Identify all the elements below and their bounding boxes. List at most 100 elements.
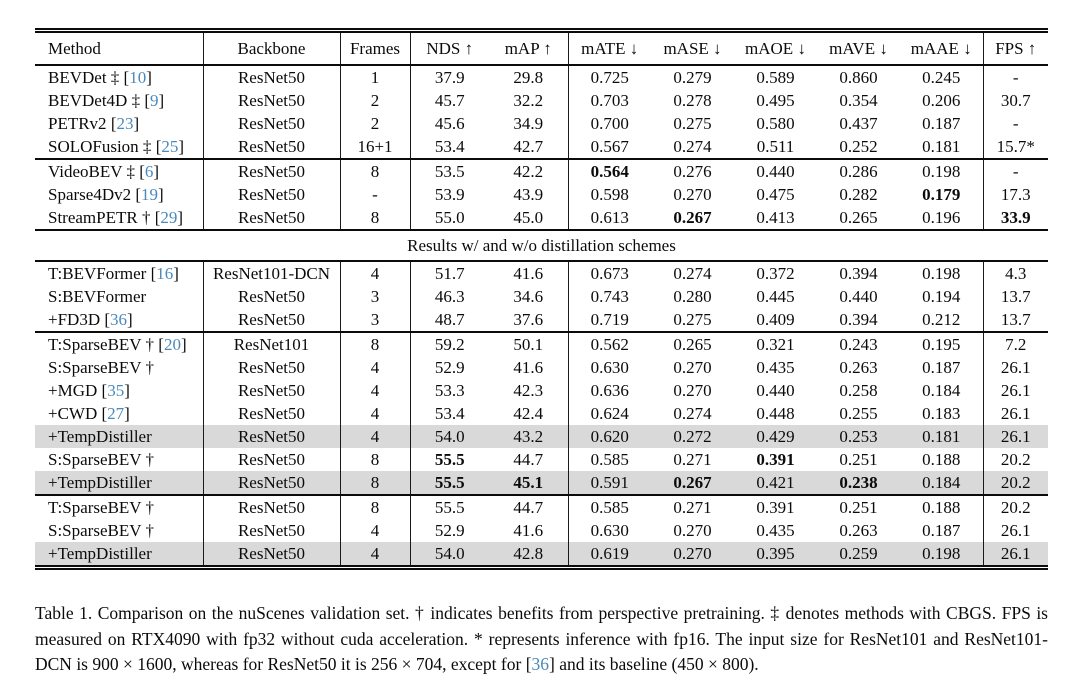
cell-maoe: 0.391 [734, 494, 817, 519]
cell-mate: 0.636 [567, 379, 651, 402]
table-header: Method Backbone Frames NDS ↑ mAP ↑ mATE ↓ mASE… [35, 30, 1048, 66]
cell-mase: 0.272 [651, 425, 734, 448]
cell-mase: 0.276 [651, 158, 734, 183]
caption-text: Table 1. Comparison on the nuScenes vali… [35, 603, 1048, 674]
cell-mase: 0.270 [673, 357, 712, 377]
cell-method: T:BEVFormer [16] [35, 260, 203, 285]
cell-method: BEVDet ‡ [10] [35, 64, 203, 89]
cell-maae: 0.198 [900, 260, 983, 285]
method-name: +TempDistiller [48, 426, 152, 446]
method-name: +CWD [48, 403, 98, 423]
method-name: S:SparseBEV † [48, 357, 154, 377]
cell-nds: 45.7 [409, 89, 489, 112]
citation-link[interactable]: 19 [141, 184, 159, 204]
cell-maae: 0.206 [922, 90, 961, 110]
cell-mave: 0.258 [839, 380, 878, 400]
cell-mave: 0.251 [839, 449, 878, 469]
cell-maoe: 0.475 [756, 184, 795, 204]
cell-map: 42.8 [489, 542, 568, 568]
citation-link[interactable]: 29 [160, 207, 178, 227]
cell-maoe: 0.589 [734, 64, 817, 89]
cell-mate: 0.719 [567, 308, 651, 332]
cell-mave: 0.252 [839, 136, 878, 156]
citation-link[interactable]: 20 [163, 334, 181, 354]
cell-frames: 8 [339, 448, 410, 471]
cell-mase: 0.267 [651, 471, 734, 495]
cell-maoe: 0.395 [734, 542, 817, 568]
cell-map: 42.4 [513, 403, 544, 423]
cell-maae: 0.194 [922, 286, 961, 306]
cell-backbone: ResNet50 [202, 542, 340, 568]
table-row: Sparse4Dv2 [19] ResNet50-53.9 43.9 0.598 0.2… [35, 183, 1048, 206]
citation-link[interactable]: 23 [116, 113, 134, 133]
method-name: +FD3D [48, 309, 101, 329]
cell-mave: 0.265 [839, 207, 878, 227]
table-row: S:BEVFormer ResNet50 3 46.3 34.6 0.743 0.280 0.… [35, 285, 1048, 308]
citation-link[interactable]: 16 [156, 263, 174, 283]
method-name: S:BEVFormer [48, 286, 147, 306]
table-row: T:SparseBEV † [20] ResNet101 8 59.2 50.1 0.56… [35, 331, 1048, 356]
cell-method: +TempDistiller [35, 471, 203, 495]
citation-link[interactable]: 35 [107, 380, 125, 400]
table-caption: Table 1. Comparison on the nuScenes vali… [35, 603, 1048, 674]
cell-mase: 0.278 [673, 90, 712, 110]
cell-mave: 0.394 [839, 309, 878, 329]
citation-link[interactable]: 6 [144, 161, 154, 181]
cell-method: +TempDistiller [35, 425, 203, 448]
method-name: BEVDet ‡ [48, 67, 120, 87]
method-name: S:SparseBEV † [48, 449, 154, 469]
cell-maae: 0.245 [900, 64, 983, 89]
cell-fps: 26.1 [982, 519, 1048, 542]
cell-maae: 0.198 [900, 542, 983, 568]
cell-fps: 26.1 [982, 402, 1048, 425]
cell-frames: 8 [339, 206, 410, 230]
cell-mase: 0.274 [651, 260, 734, 285]
results-table: Method Backbone Frames NDS ↑ mAP ↑ mATE ↓ mASE… [35, 28, 1048, 570]
cell-method: SOLOFusion ‡ [25] [48, 136, 185, 156]
cell-nds: 46.3 [409, 285, 489, 308]
table-row: +TempDistiller ResNet50 4 54.0 43.2 0.620 0.27… [35, 425, 1048, 448]
cell-method: VideoBEV ‡ [6] [35, 158, 203, 183]
citation-link[interactable]: 27 [107, 403, 125, 423]
citation-link[interactable]: 9 [150, 90, 159, 110]
cell-mate: 0.613 [567, 206, 651, 230]
cell-backbone: ResNet50 [202, 158, 340, 183]
cell-map: 41.6 [489, 260, 568, 285]
cell-backbone: ResNet50 [202, 379, 340, 402]
cell-mase: 0.275 [673, 113, 712, 133]
cell-mase: 0.274 [673, 403, 712, 423]
cell-mave: 0.286 [817, 158, 900, 183]
citation-link[interactable]: 36 [110, 309, 128, 329]
cell-mate: 0.725 [567, 64, 651, 89]
cell-maoe: 0.440 [734, 158, 817, 183]
citation-link[interactable]: 25 [161, 136, 179, 156]
citation-link[interactable]: 10 [129, 67, 147, 87]
col-header-maae: mAAE ↓ [900, 30, 983, 66]
col-header-frames: Frames [339, 30, 410, 66]
table-row: VideoBEV ‡ [6] ResNet50 8 53.5 42.2 0.564 0.27… [35, 158, 1048, 183]
cell-maae: 0.196 [922, 207, 961, 227]
cell-mave: 0.238 [817, 471, 900, 495]
cell-frames: - [339, 183, 410, 206]
table-row: +CWD [27] ResNet50 4 53.4 42.4 0.624 0.274 0.44… [35, 402, 1048, 425]
cell-nds: 55.5 [409, 494, 489, 519]
caption-citation-link[interactable]: 36 [531, 654, 550, 674]
cell-method: PETRv2 [23] [48, 113, 140, 133]
cell-maoe: 0.511 [756, 136, 795, 156]
cell-frames: 8 [339, 331, 410, 356]
section-span-row: Results w/ and w/o distillation schemes [35, 229, 1048, 262]
cell-nds: 53.3 [409, 379, 489, 402]
cell-maae: 0.195 [900, 331, 983, 356]
cell-mave: 0.243 [817, 331, 900, 356]
cell-mate: 0.562 [567, 331, 651, 356]
cell-method: S:SparseBEV † [35, 519, 203, 542]
cell-mate: 0.619 [567, 542, 651, 568]
method-name: S:SparseBEV † [48, 520, 154, 540]
cell-method: +FD3D [36] [48, 309, 133, 329]
cell-maae: 0.198 [900, 158, 983, 183]
table-row: T:BEVFormer [16] ResNet101-DCN 4 51.7 41.6 0.… [35, 260, 1048, 285]
cell-mate: 0.673 [567, 260, 651, 285]
cell-mave: 0.860 [817, 64, 900, 89]
method-name: +MGD [48, 380, 98, 400]
